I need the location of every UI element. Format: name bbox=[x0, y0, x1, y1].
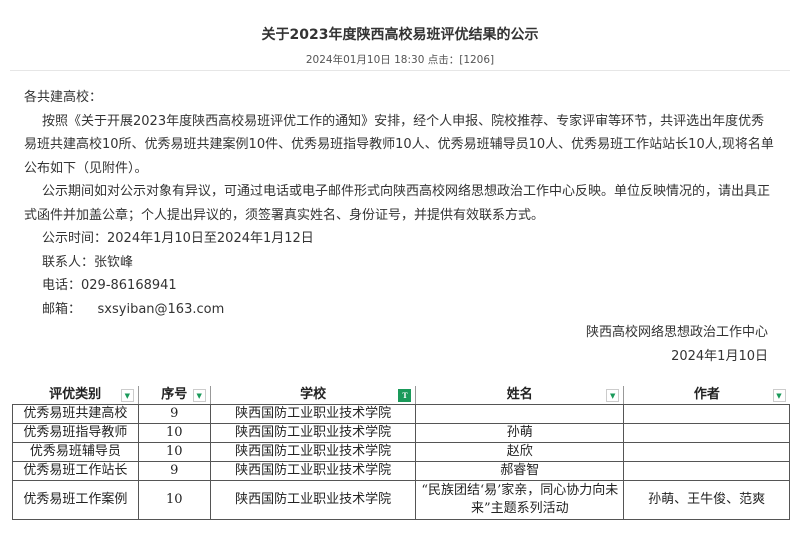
table-cell: 9 bbox=[137, 404, 211, 424]
period: 公示时间：2024年1月10日至2024年1月12日 bbox=[42, 231, 314, 246]
table-cell: 10 bbox=[137, 442, 211, 462]
dropdown-filter-icon[interactable]: ▼ bbox=[772, 389, 786, 402]
column-header: 姓名 ▼ bbox=[415, 386, 625, 405]
table-cell: 赵欣 bbox=[415, 442, 625, 462]
table-cell: 孙萌、王牛俊、范爽 bbox=[623, 480, 790, 520]
table-cell: 10 bbox=[137, 480, 211, 520]
paragraph-2: 公示期间如对公示对象有异议，可通过电话或电子邮件形式向陕西高校网络思想政治工作中… bbox=[24, 184, 771, 223]
column-header: 作者 ▼ bbox=[623, 386, 790, 405]
signature-date: 2024年1月10日 bbox=[671, 348, 768, 364]
dropdown-filter-icon[interactable]: ▼ bbox=[192, 389, 206, 402]
table-cell: 陕西国防工业职业技术学院 bbox=[209, 404, 417, 424]
table-cell: 优秀易班指导教师 bbox=[12, 423, 139, 443]
table-row: 优秀易班工作案例 10 陕西国防工业职业技术学院 “民族团结‘易’家亲，同心协力向未来… bbox=[12, 480, 790, 520]
column-header-label: 学校 bbox=[300, 387, 327, 402]
table-cell: 陕西国防工业职业技术学院 bbox=[209, 461, 417, 481]
column-header: 序号 ▼ bbox=[138, 386, 211, 405]
email[interactable]: 邮箱： sxsyiban@163.com bbox=[42, 301, 225, 317]
table-cell bbox=[623, 423, 790, 443]
column-header-label: 姓名 bbox=[506, 387, 533, 402]
greeting: 各共建高校： bbox=[24, 90, 103, 105]
org-signature: 陕西高校网络思想政治工作中心 bbox=[585, 325, 768, 340]
table-cell: 优秀易班辅导员 bbox=[12, 442, 139, 462]
contact: 联系人：张钦峰 bbox=[42, 254, 134, 270]
table-row: 优秀易班指导教师 10 陕西国防工业职业技术学院 孙萌 bbox=[12, 423, 790, 443]
table-cell: 9 bbox=[137, 461, 211, 481]
phone: 电话：029-86168941 bbox=[42, 278, 177, 293]
filter-active-icon[interactable]: T bbox=[398, 389, 412, 402]
table-cell: 陕西国防工业职业技术学院 bbox=[209, 442, 417, 462]
table-cell: 郝睿智 bbox=[415, 461, 625, 481]
table-cell bbox=[623, 461, 790, 481]
results-table: 评优类别 ▼ 序号 ▼ 学校 T 姓名 ▼ 作者 ▼ 优秀易班共建高校 9 陕西国防工业职业技术学院优… bbox=[12, 386, 790, 520]
table-cell bbox=[623, 404, 790, 424]
column-header-label: 评优类别 bbox=[49, 387, 102, 402]
table-cell: 孙萌 bbox=[415, 423, 625, 443]
table-cell: 陕西国防工业职业技术学院 bbox=[209, 423, 417, 443]
article-meta: 2024年01月10日 18:30 点击：[1206] bbox=[305, 54, 495, 66]
table-cell bbox=[623, 442, 790, 462]
table-cell: 优秀易班工作案例 bbox=[12, 480, 139, 520]
table-row: 优秀易班共建高校 9 陕西国防工业职业技术学院 bbox=[12, 404, 790, 424]
dropdown-filter-icon[interactable]: ▼ bbox=[606, 389, 620, 402]
table-row: 优秀易班工作站长 9 陕西国防工业职业技术学院 郝睿智 bbox=[12, 461, 790, 481]
table-row: 优秀易班辅导员 10 陕西国防工业职业技术学院 赵欣 bbox=[12, 442, 790, 462]
table-cell: 10 bbox=[137, 423, 211, 443]
divider bbox=[10, 70, 790, 71]
table-cell: 陕西国防工业职业技术学院 bbox=[209, 480, 417, 520]
column-header-label: 序号 bbox=[161, 387, 188, 402]
table-cell: “民族团结‘易’家亲，同心协力向未来”主题系列活动 bbox=[415, 480, 625, 520]
table-cell bbox=[415, 404, 625, 424]
article-title: 关于2023年度陕西高校易班评优结果的公示 bbox=[261, 27, 539, 43]
column-header-label: 作者 bbox=[693, 387, 720, 402]
article-body: 各共建高校： 按照《关于开展2023年度陕西高校易班评优工作的通知》安排，经个人… bbox=[24, 86, 776, 368]
dropdown-filter-icon[interactable]: ▼ bbox=[120, 389, 134, 402]
column-header: 学校 T bbox=[210, 386, 417, 405]
paragraph-1: 按照《关于开展2023年度陕西高校易班评优工作的通知》安排，经个人申报、院校推荐… bbox=[24, 113, 774, 176]
table-cell: 优秀易班工作站长 bbox=[12, 461, 139, 481]
column-header: 评优类别 ▼ bbox=[12, 386, 139, 405]
table-cell: 优秀易班共建高校 bbox=[12, 404, 139, 424]
